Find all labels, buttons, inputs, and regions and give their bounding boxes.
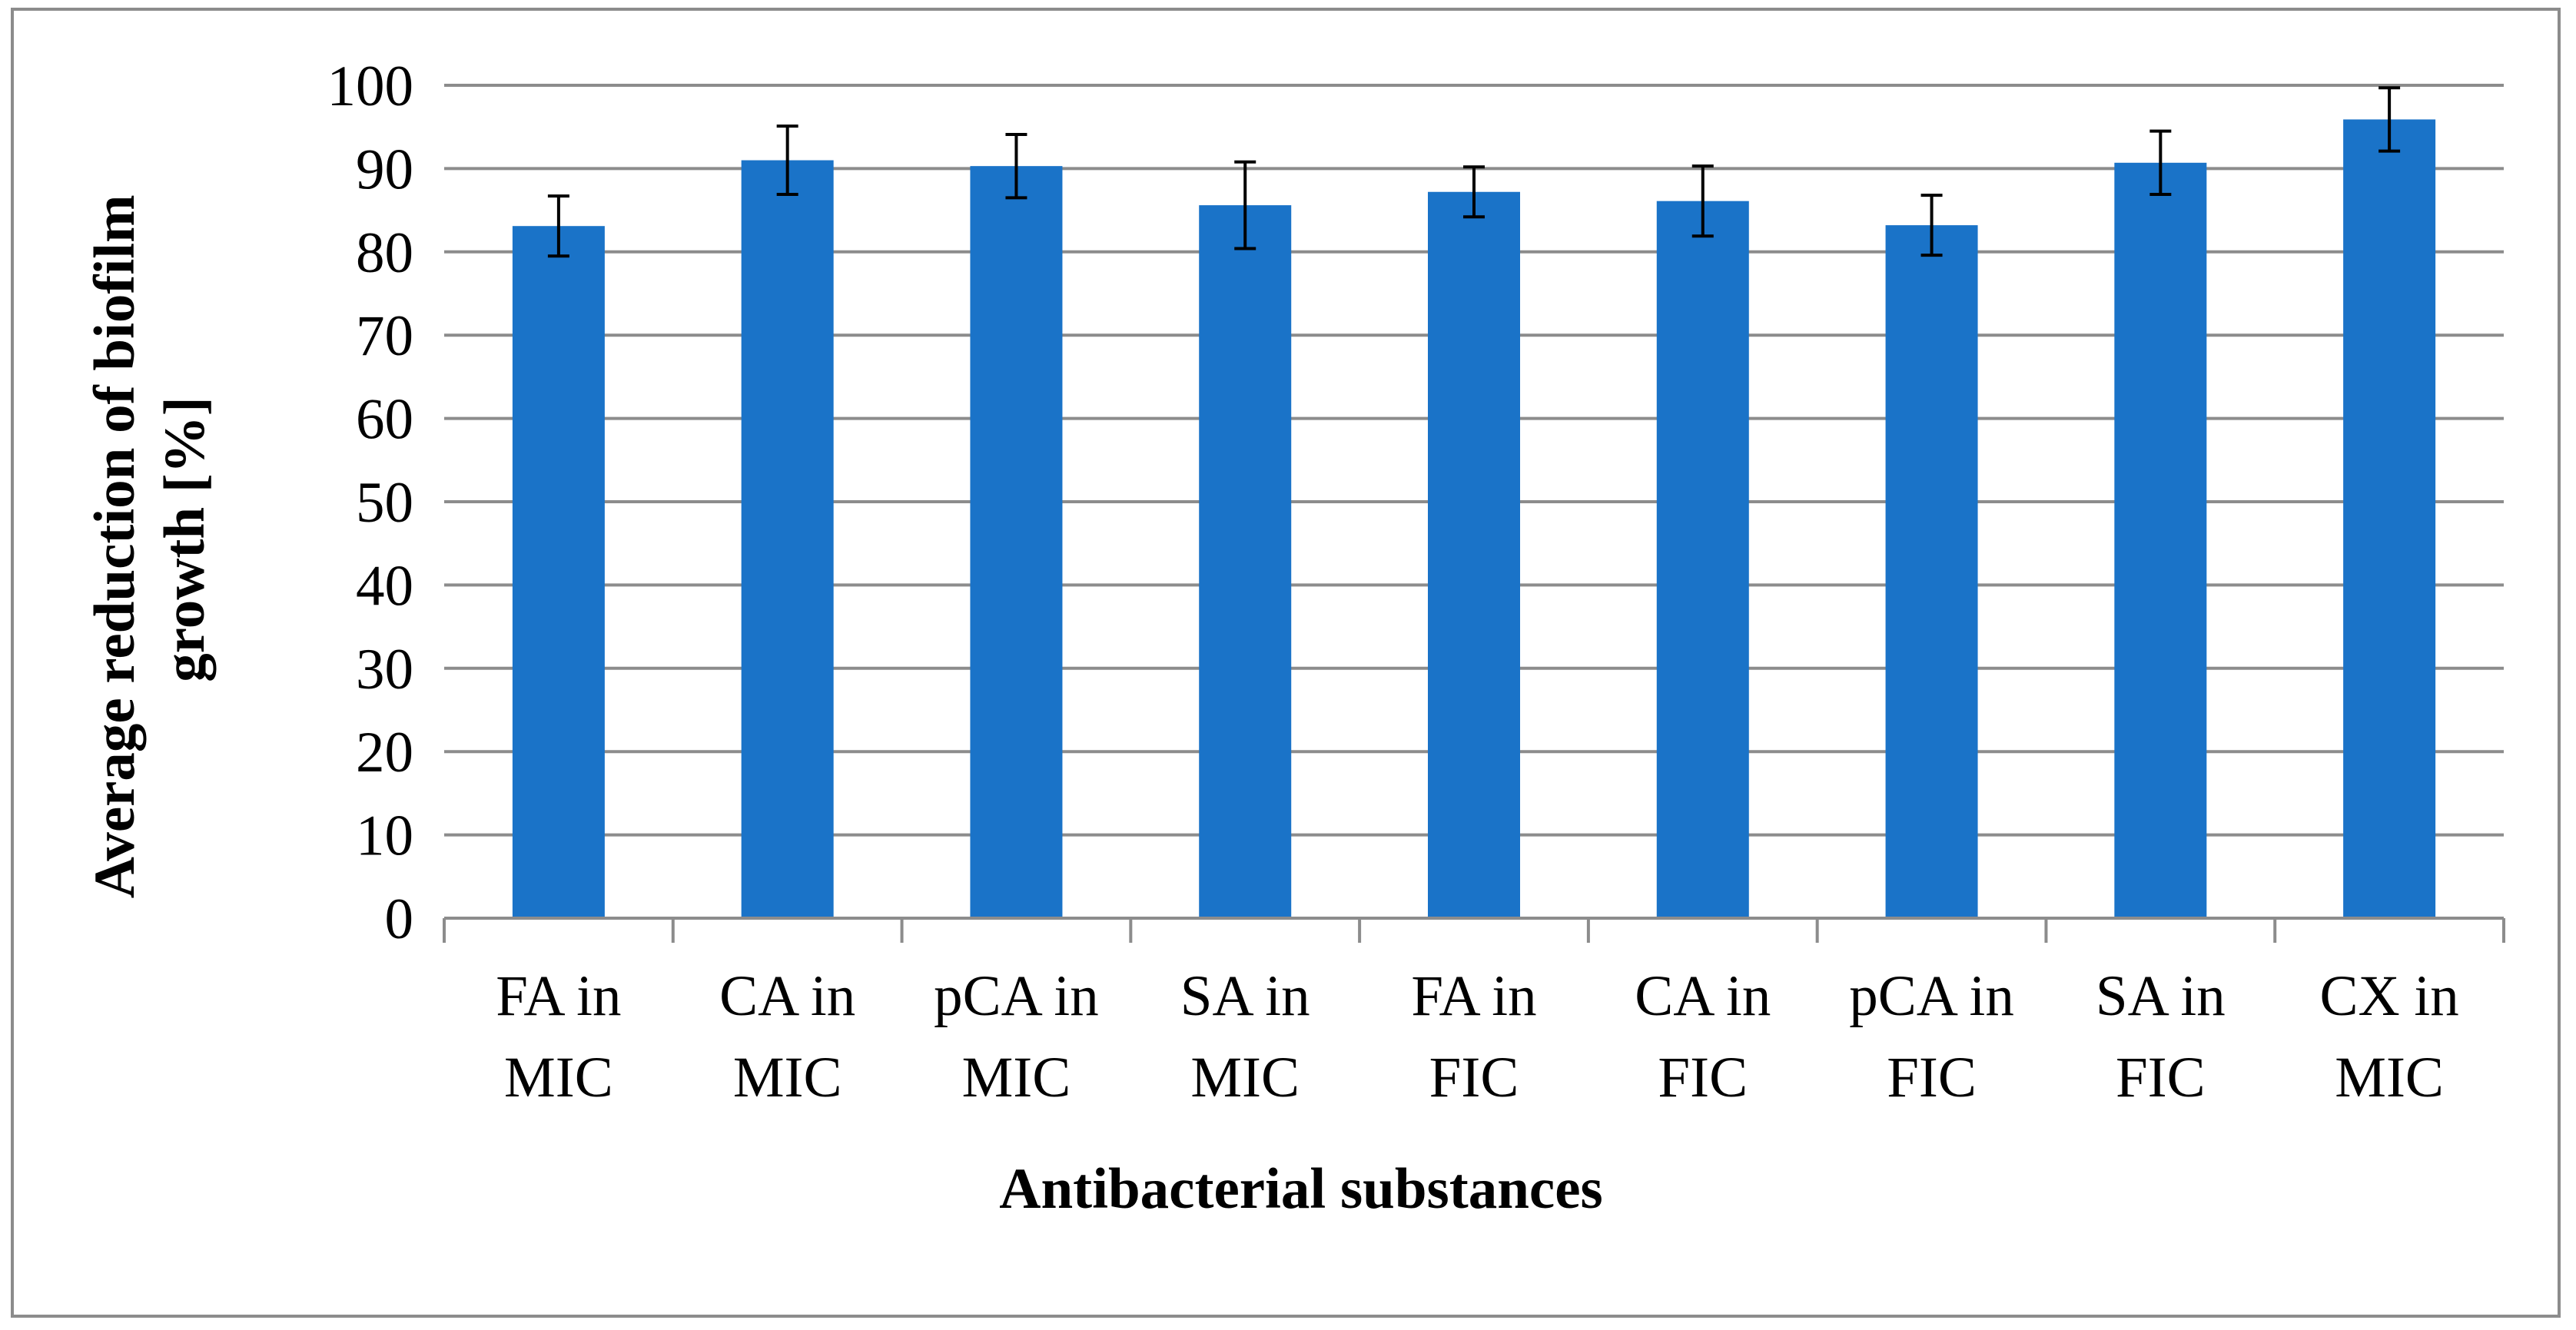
x-tick-label-1: CA in MIC bbox=[719, 964, 855, 1109]
x-tick-label-6: pCA in FIC bbox=[1849, 964, 2014, 1109]
x-tick-label-1-line-1: CA in bbox=[719, 964, 855, 1028]
y-tick-label-70: 70 bbox=[356, 304, 413, 368]
x-tick-label-7-line-1: SA in bbox=[2096, 964, 2226, 1028]
x-tick-label-3-line-2: MIC bbox=[1190, 1046, 1300, 1109]
x-tick-label-4-line-1: FA in bbox=[1411, 964, 1536, 1028]
error-bar-1 bbox=[776, 124, 798, 197]
bar-2 bbox=[970, 166, 1063, 918]
error-bar-0 bbox=[547, 194, 569, 258]
error-bar-7 bbox=[2149, 129, 2172, 197]
error-bar-8 bbox=[2378, 86, 2401, 153]
x-tick-label-3: SA in MIC bbox=[1180, 964, 1310, 1109]
x-tick-label-6-line-1: pCA in bbox=[1849, 964, 2014, 1028]
x-tick-label-8: CX in MIC bbox=[2319, 964, 2458, 1109]
y-tick-label-90: 90 bbox=[356, 138, 413, 201]
bars bbox=[512, 119, 2436, 919]
y-tick-label-40: 40 bbox=[356, 554, 413, 618]
y-tick-label-10: 10 bbox=[356, 804, 413, 868]
bar-4 bbox=[1428, 191, 1520, 918]
bar-7 bbox=[2114, 162, 2207, 918]
bar-3 bbox=[1199, 205, 1292, 918]
x-tick-label-2-line-2: MIC bbox=[962, 1046, 1071, 1109]
x-tick-label-5-line-2: FIC bbox=[1658, 1046, 1748, 1109]
bar-1 bbox=[741, 160, 834, 918]
x-tick-label-2: pCA in MIC bbox=[934, 964, 1099, 1109]
bar-0 bbox=[512, 226, 605, 918]
x-axis-title: Antibacterial substances bbox=[999, 1157, 1602, 1221]
error-bar-6 bbox=[1920, 194, 1943, 257]
x-tick-label-0: FA in MIC bbox=[496, 964, 621, 1109]
axes bbox=[443, 917, 2505, 943]
x-tick-label-0-line-2: MIC bbox=[504, 1046, 613, 1109]
x-tick-label-8-line-1: CX in bbox=[2319, 964, 2458, 1028]
bar-8 bbox=[2343, 119, 2436, 919]
bar-6 bbox=[1885, 225, 1978, 918]
x-tick-label-1-line-2: MIC bbox=[733, 1046, 842, 1109]
x-tick-label-7-line-2: FIC bbox=[2116, 1046, 2206, 1109]
y-tick-labels: 0 10 20 30 40 50 60 70 80 90 100 bbox=[327, 55, 414, 951]
error-bar-5 bbox=[1691, 164, 1714, 238]
x-tick-label-5: CA in FIC bbox=[1635, 964, 1771, 1109]
x-tick-label-0-line-1: FA in bbox=[496, 964, 621, 1028]
x-tick-label-4-line-2: FIC bbox=[1429, 1046, 1519, 1109]
y-axis-title: Average reduction of biofilm growth [%] bbox=[83, 181, 217, 899]
x-tick-label-8-line-2: MIC bbox=[2335, 1046, 2444, 1109]
y-tick-label-0: 0 bbox=[385, 887, 414, 951]
y-tick-label-60: 60 bbox=[356, 388, 413, 452]
error-bar-3 bbox=[1234, 160, 1256, 250]
error-bars bbox=[547, 86, 2401, 258]
x-tick-label-6-line-2: FIC bbox=[1887, 1046, 1977, 1109]
y-tick-label-50: 50 bbox=[356, 471, 413, 535]
y-tick-label-30: 30 bbox=[356, 638, 413, 701]
x-tick-label-3-line-1: SA in bbox=[1180, 964, 1310, 1028]
y-tick-label-20: 20 bbox=[356, 721, 413, 784]
y-tick-label-80: 80 bbox=[356, 221, 413, 285]
bar-5 bbox=[1656, 201, 1749, 918]
x-tick-label-5-line-1: CA in bbox=[1635, 964, 1771, 1028]
x-tick-labels: FA in MIC CA in MIC pCA in MIC SA in MIC FA in FI… bbox=[496, 964, 2458, 1109]
y-axis-title-line-1: Average reduction of biofilm bbox=[83, 194, 147, 898]
x-tick-label-7: SA in FIC bbox=[2096, 964, 2226, 1109]
chart-frame: 0 10 20 30 40 50 60 70 80 90 100 FA in MIC CA in MIC p… bbox=[11, 8, 2561, 1318]
error-bar-2 bbox=[1005, 132, 1027, 200]
x-tick-label-4: FA in FIC bbox=[1411, 964, 1536, 1109]
x-tick-label-2-line-1: pCA in bbox=[934, 964, 1099, 1028]
error-bar-4 bbox=[1463, 165, 1485, 219]
y-axis-title-line-2: growth [%] bbox=[153, 396, 217, 682]
y-tick-label-100: 100 bbox=[327, 55, 414, 118]
